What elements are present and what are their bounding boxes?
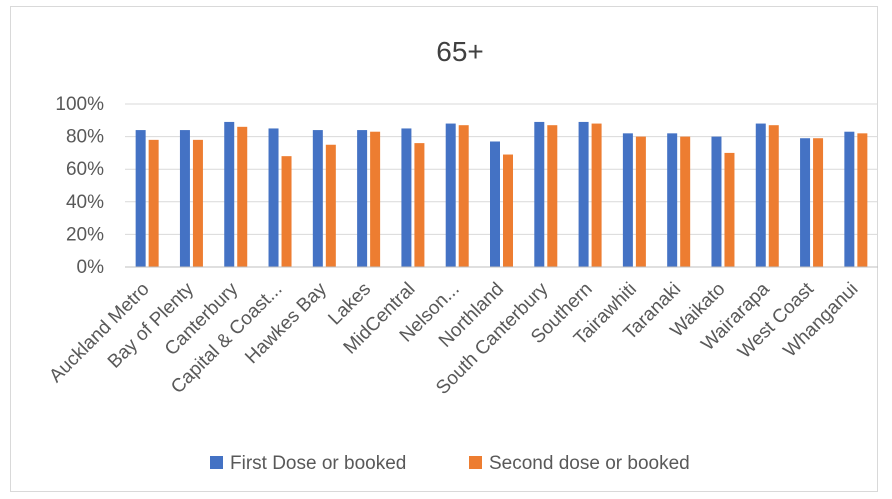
bar-second-dose [325,144,336,267]
y-tick-label: 20% [66,224,104,245]
bar-first-dose [445,123,456,267]
bar-first-dose [800,138,811,267]
bar-second-dose [724,152,735,267]
bar-first-dose [534,121,545,268]
bar-first-dose [268,128,279,267]
legend-label: First Dose or booked [230,453,406,474]
y-tick-label: 80% [66,127,104,148]
bar-first-dose [667,133,678,267]
legend: First Dose or booked Second dose or booke… [210,453,690,474]
bar-first-dose [755,123,766,267]
bar-second-dose [414,143,425,267]
bar-second-dose [458,125,469,267]
bar-first-dose [357,130,368,267]
bar-first-dose [135,130,146,267]
bar-first-dose [844,131,855,267]
bars [135,121,868,268]
legend-label: Second dose or booked [489,453,690,474]
bar-first-dose [490,141,500,267]
legend-swatch [469,456,482,469]
bar-second-dose [547,125,558,267]
bar-second-dose [281,156,292,267]
y-tick-label: 0% [77,257,105,278]
y-tick-label: 60% [66,159,104,180]
bar-second-dose [680,136,691,267]
gridlines [125,103,878,235]
bar-second-dose [148,139,159,267]
y-tick-label: 100% [55,94,104,115]
bar-second-dose [635,136,646,267]
bar-second-dose [192,139,203,267]
bar-first-dose [401,128,412,267]
bar-first-dose [179,130,190,267]
bar-second-dose [591,123,602,267]
y-tick-label: 40% [66,192,104,213]
bar-first-dose [312,130,323,267]
bar-second-dose [857,133,868,267]
bar-first-dose [578,121,589,268]
bar-second-dose [768,125,779,267]
bar-second-dose [370,131,381,267]
y-axis-ticks: 0% 20% 40% 60% 80% 100% [55,94,104,278]
chart-title: 65+ [436,36,484,67]
legend-swatch [210,456,223,469]
bar-second-dose [503,154,513,267]
bar-second-dose [237,126,248,267]
bar-second-dose [813,138,824,267]
bar-first-dose [711,136,722,267]
bar-first-dose [622,133,633,267]
bar-first-dose [224,121,235,268]
